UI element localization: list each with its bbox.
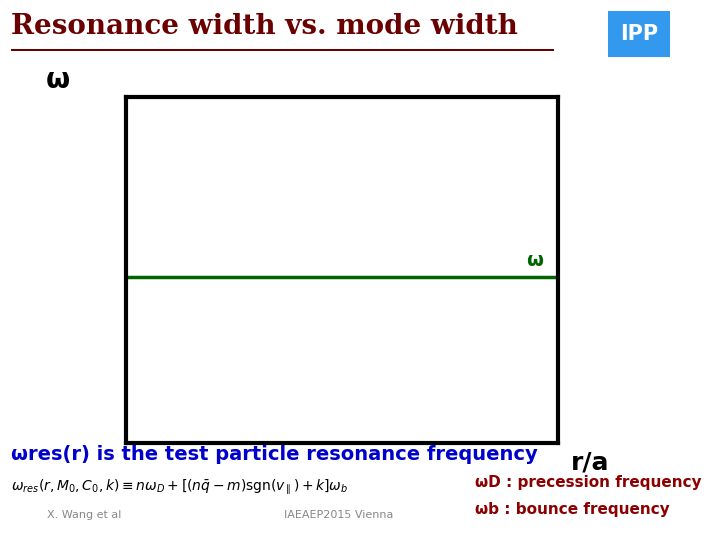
Text: IAEAEP2015 Vienna: IAEAEP2015 Vienna	[284, 510, 394, 521]
Text: ω: ω	[45, 66, 70, 94]
Text: $\omega_{res}(r,M_0,C_0,k)\equiv n\omega_D+[(n\bar{q}-m)\mathrm{sgn}(v_\parallel: $\omega_{res}(r,M_0,C_0,k)\equiv n\omega…	[11, 478, 348, 497]
Text: Resonance width vs. mode width: Resonance width vs. mode width	[11, 14, 518, 40]
Text: X. Wang et al: X. Wang et al	[47, 510, 121, 521]
Text: ωD : precession frequency: ωD : precession frequency	[475, 475, 702, 490]
Text: r/a: r/a	[571, 451, 610, 475]
Text: ωb : bounce frequency: ωb : bounce frequency	[475, 502, 670, 517]
Text: IPP: IPP	[620, 24, 658, 44]
Text: ωres(r) is the test particle resonance frequency: ωres(r) is the test particle resonance f…	[11, 446, 538, 464]
Text: ω: ω	[526, 251, 543, 270]
